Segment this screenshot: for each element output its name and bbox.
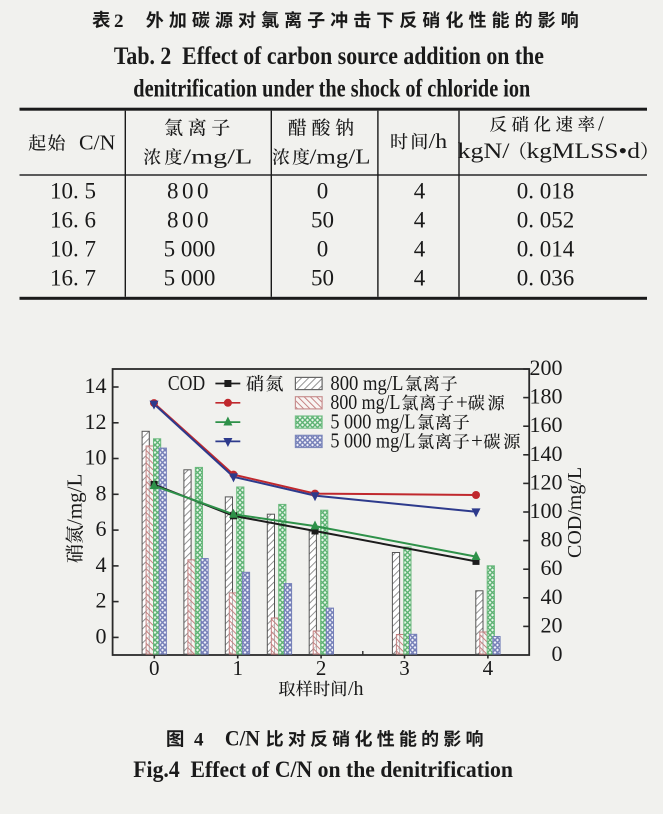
svg-text:0. 036: 0. 036 [517, 266, 575, 291]
svg-text:COD/mg/L: COD/mg/L [564, 467, 586, 558]
svg-text:2: 2 [114, 11, 124, 32]
svg-text:50: 50 [311, 208, 334, 233]
svg-text:4: 4 [414, 208, 426, 233]
svg-text:0. 052: 0. 052 [517, 208, 575, 233]
svg-text:140: 140 [530, 441, 563, 466]
svg-text:0: 0 [317, 179, 329, 204]
svg-text:10. 7: 10. 7 [50, 237, 96, 262]
svg-text:800 mg/L: 800 mg/L [330, 371, 403, 395]
svg-text:Tab. 2 Effect of carbon sourc: Tab. 2 Effect of carbon source addition … [114, 43, 544, 70]
svg-text:6: 6 [96, 516, 107, 541]
svg-text:16. 7: 16. 7 [50, 266, 96, 291]
svg-text:C/N: C/N [225, 726, 260, 751]
svg-text:+: + [456, 390, 468, 414]
svg-text:4: 4 [483, 656, 494, 680]
svg-text:5 000: 5 000 [164, 266, 216, 291]
svg-text:4: 4 [414, 179, 426, 204]
svg-text:120: 120 [530, 469, 563, 494]
svg-text:0: 0 [317, 237, 329, 262]
svg-text:/: / [598, 112, 604, 136]
svg-text:/h: /h [348, 678, 364, 700]
svg-text:0. 018: 0. 018 [517, 179, 575, 204]
svg-text:180: 180 [530, 384, 563, 409]
svg-text:4: 4 [414, 266, 426, 291]
svg-text:denitrification under the shoc: denitrification under the shock of chlor… [133, 76, 530, 103]
svg-text:10: 10 [85, 445, 107, 470]
svg-text:200: 200 [530, 355, 563, 380]
svg-text:0: 0 [149, 656, 160, 680]
svg-text:1: 1 [232, 656, 243, 680]
svg-text:4: 4 [96, 552, 107, 577]
svg-text:160: 160 [530, 412, 563, 437]
svg-text:5 000: 5 000 [164, 237, 216, 262]
svg-text:60: 60 [541, 555, 563, 580]
svg-text:4: 4 [414, 237, 426, 262]
svg-text:800: 800 [167, 208, 212, 233]
svg-text:0: 0 [552, 641, 563, 666]
svg-text:2: 2 [96, 588, 107, 613]
svg-text:5 000 mg/L: 5 000 mg/L [330, 409, 415, 433]
svg-text:3: 3 [399, 656, 410, 680]
svg-text:Fig.4 Effect of C/N on the de: Fig.4 Effect of C/N on the denitrificati… [133, 757, 513, 782]
svg-text:kgN/: kgN/ [458, 138, 511, 163]
svg-text:4: 4 [194, 730, 204, 751]
svg-text:16. 6: 16. 6 [50, 208, 96, 233]
svg-text:40: 40 [541, 584, 563, 609]
svg-text:/mg/L: /mg/L [310, 145, 371, 169]
svg-text:50: 50 [311, 266, 334, 291]
svg-text:10. 5: 10. 5 [50, 179, 96, 204]
svg-text:800 mg/L: 800 mg/L [330, 390, 400, 414]
svg-text:0. 014: 0. 014 [517, 237, 575, 262]
svg-text:5 000 mg/L: 5 000 mg/L [330, 429, 415, 453]
svg-text:14: 14 [85, 373, 107, 398]
svg-text:/mg/L: /mg/L [63, 474, 87, 525]
svg-text:20: 20 [541, 612, 563, 637]
svg-text:2: 2 [316, 656, 327, 680]
svg-text:100: 100 [530, 498, 563, 523]
svg-text:C/N: C/N [79, 131, 115, 155]
svg-text:12: 12 [85, 409, 107, 434]
svg-text:COD: COD [168, 371, 205, 395]
svg-text:/mg/L: /mg/L [183, 145, 252, 169]
svg-text:kgMLSS•d: kgMLSS•d [527, 138, 641, 163]
svg-text:0: 0 [96, 623, 107, 648]
svg-text:+: + [471, 429, 483, 453]
svg-text:800: 800 [167, 179, 212, 204]
svg-text:80: 80 [541, 527, 563, 552]
svg-text:8: 8 [96, 480, 107, 505]
svg-text:/h: /h [429, 129, 448, 153]
